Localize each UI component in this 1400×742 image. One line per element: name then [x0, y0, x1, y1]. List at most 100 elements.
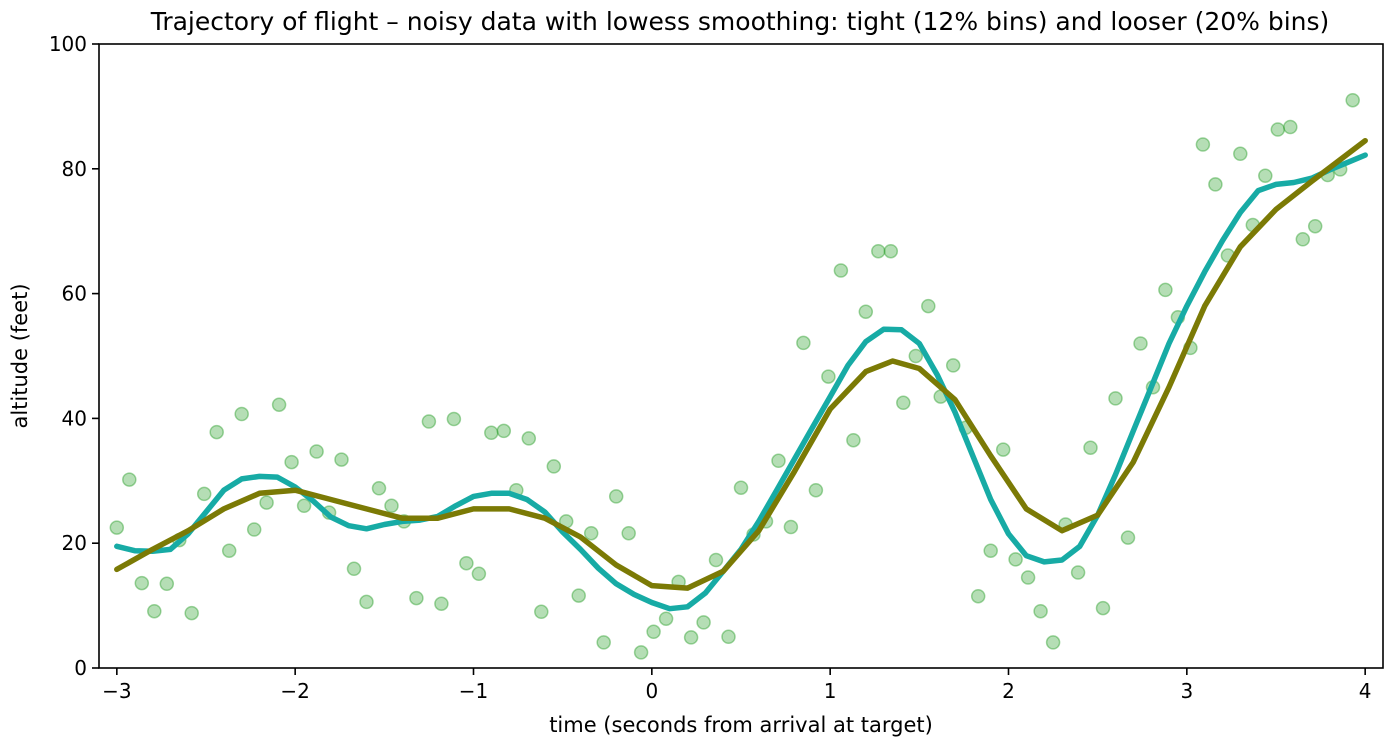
scatter-point	[983, 543, 998, 558]
x-tick-label: 1	[824, 679, 837, 703]
scatter-point	[833, 263, 849, 278]
scatter-point	[1295, 232, 1311, 247]
scatter-point	[1345, 92, 1360, 108]
scatter-point	[783, 519, 799, 535]
scatter-point	[1108, 391, 1123, 406]
smoothing-lines	[114, 137, 1368, 612]
scatter-point	[284, 454, 299, 470]
scatter-point	[633, 645, 649, 660]
scatter-point	[658, 611, 674, 626]
scatter-point	[221, 543, 237, 558]
y-tick-label: 40	[62, 406, 87, 430]
scatter-point	[908, 348, 924, 364]
scatter-point	[384, 498, 399, 514]
scatter-point	[1133, 336, 1148, 351]
scatter-point	[621, 525, 636, 541]
scatter-point	[583, 525, 599, 541]
scatter-point	[1008, 552, 1023, 567]
y-axis-ticks: 0 20 40 60 80 100	[49, 32, 99, 680]
smoothing-line-2	[114, 137, 1368, 591]
scatter-point	[796, 335, 811, 351]
scatter-point	[1070, 565, 1086, 580]
scatter-point	[1195, 137, 1211, 152]
scatter-point	[858, 304, 874, 319]
scatter-point	[196, 486, 212, 502]
x-tick-label: 4	[1359, 679, 1372, 703]
scatter-point	[1233, 146, 1248, 162]
scatter-point	[271, 397, 287, 412]
scatter-point	[471, 566, 487, 582]
scatter-point	[346, 561, 362, 577]
y-tick-label: 100	[49, 32, 87, 56]
scatter-point	[1020, 570, 1036, 585]
scatter-point	[122, 472, 137, 487]
scatter-point	[459, 555, 474, 571]
y-tick-label: 0	[74, 656, 87, 680]
scatter-point	[808, 482, 824, 498]
scatter-point	[1120, 530, 1136, 545]
scatter-point	[721, 629, 736, 645]
x-tick-label: −2	[280, 679, 309, 703]
scatter-point	[409, 590, 424, 606]
scatter-point	[596, 635, 611, 650]
scatter-point	[521, 431, 537, 446]
x-tick-label: −1	[459, 679, 488, 703]
scatter-point	[1095, 600, 1111, 616]
scatter-point	[733, 480, 749, 495]
scatter-point	[496, 423, 512, 439]
chart-title: Trajectory of flight – noisy data with l…	[150, 7, 1330, 36]
scatter-point	[883, 243, 899, 259]
scatter-point	[1045, 635, 1061, 650]
scatter-point	[134, 575, 150, 591]
scatter-point	[871, 243, 886, 259]
scatter-point	[484, 425, 499, 441]
scatter-point	[708, 552, 724, 568]
scatter-point	[147, 603, 162, 619]
x-axis-ticks: −3 −2 −1 0 1 2 3 4	[102, 668, 1372, 703]
scatter-point	[821, 369, 836, 384]
x-tick-label: 3	[1180, 679, 1193, 703]
scatter-point	[371, 481, 387, 496]
y-tick-label: 20	[62, 531, 87, 555]
y-axis-label: altitude (feet)	[8, 283, 32, 428]
scatter-point	[359, 594, 374, 610]
plot-frame	[98, 43, 1384, 669]
scatter-point	[1270, 122, 1286, 137]
scatter-point	[1307, 218, 1323, 234]
scatter-point	[846, 432, 861, 448]
scatter-point	[683, 630, 699, 645]
x-tick-label: 0	[645, 679, 658, 703]
scatter-point	[309, 444, 324, 459]
scatter-point	[608, 489, 624, 504]
scatter-point	[421, 414, 437, 429]
scatter-point	[446, 411, 462, 427]
scatter-point	[296, 498, 312, 514]
scatter-point	[209, 424, 224, 440]
scatter-point	[159, 576, 175, 592]
scatter-point	[771, 453, 786, 469]
x-axis-label: time (seconds from arrival at target)	[549, 713, 933, 737]
scatter-point	[534, 604, 549, 620]
y-tick-label: 80	[62, 157, 87, 181]
smoothing-line-1	[114, 152, 1368, 612]
x-tick-label: 2	[1002, 679, 1015, 703]
scatter-point	[646, 624, 661, 640]
scatter-point	[970, 588, 986, 604]
scatter-point	[995, 442, 1011, 457]
scatter-point	[546, 459, 562, 474]
scatter-point	[1258, 168, 1273, 183]
scatter-point	[921, 298, 936, 314]
scatter-point	[1283, 119, 1298, 135]
scatter-point	[334, 452, 349, 467]
scatter-point	[1158, 282, 1173, 298]
x-tick-label: −3	[102, 679, 131, 703]
scatter-point	[945, 358, 961, 373]
scatter-point	[109, 520, 125, 535]
scatter-point	[259, 495, 274, 510]
scatter-point	[234, 406, 249, 422]
scatter-point	[184, 605, 199, 621]
y-tick-label: 60	[62, 282, 87, 306]
scatter-point	[1033, 603, 1048, 619]
scatter-point	[1208, 177, 1223, 192]
